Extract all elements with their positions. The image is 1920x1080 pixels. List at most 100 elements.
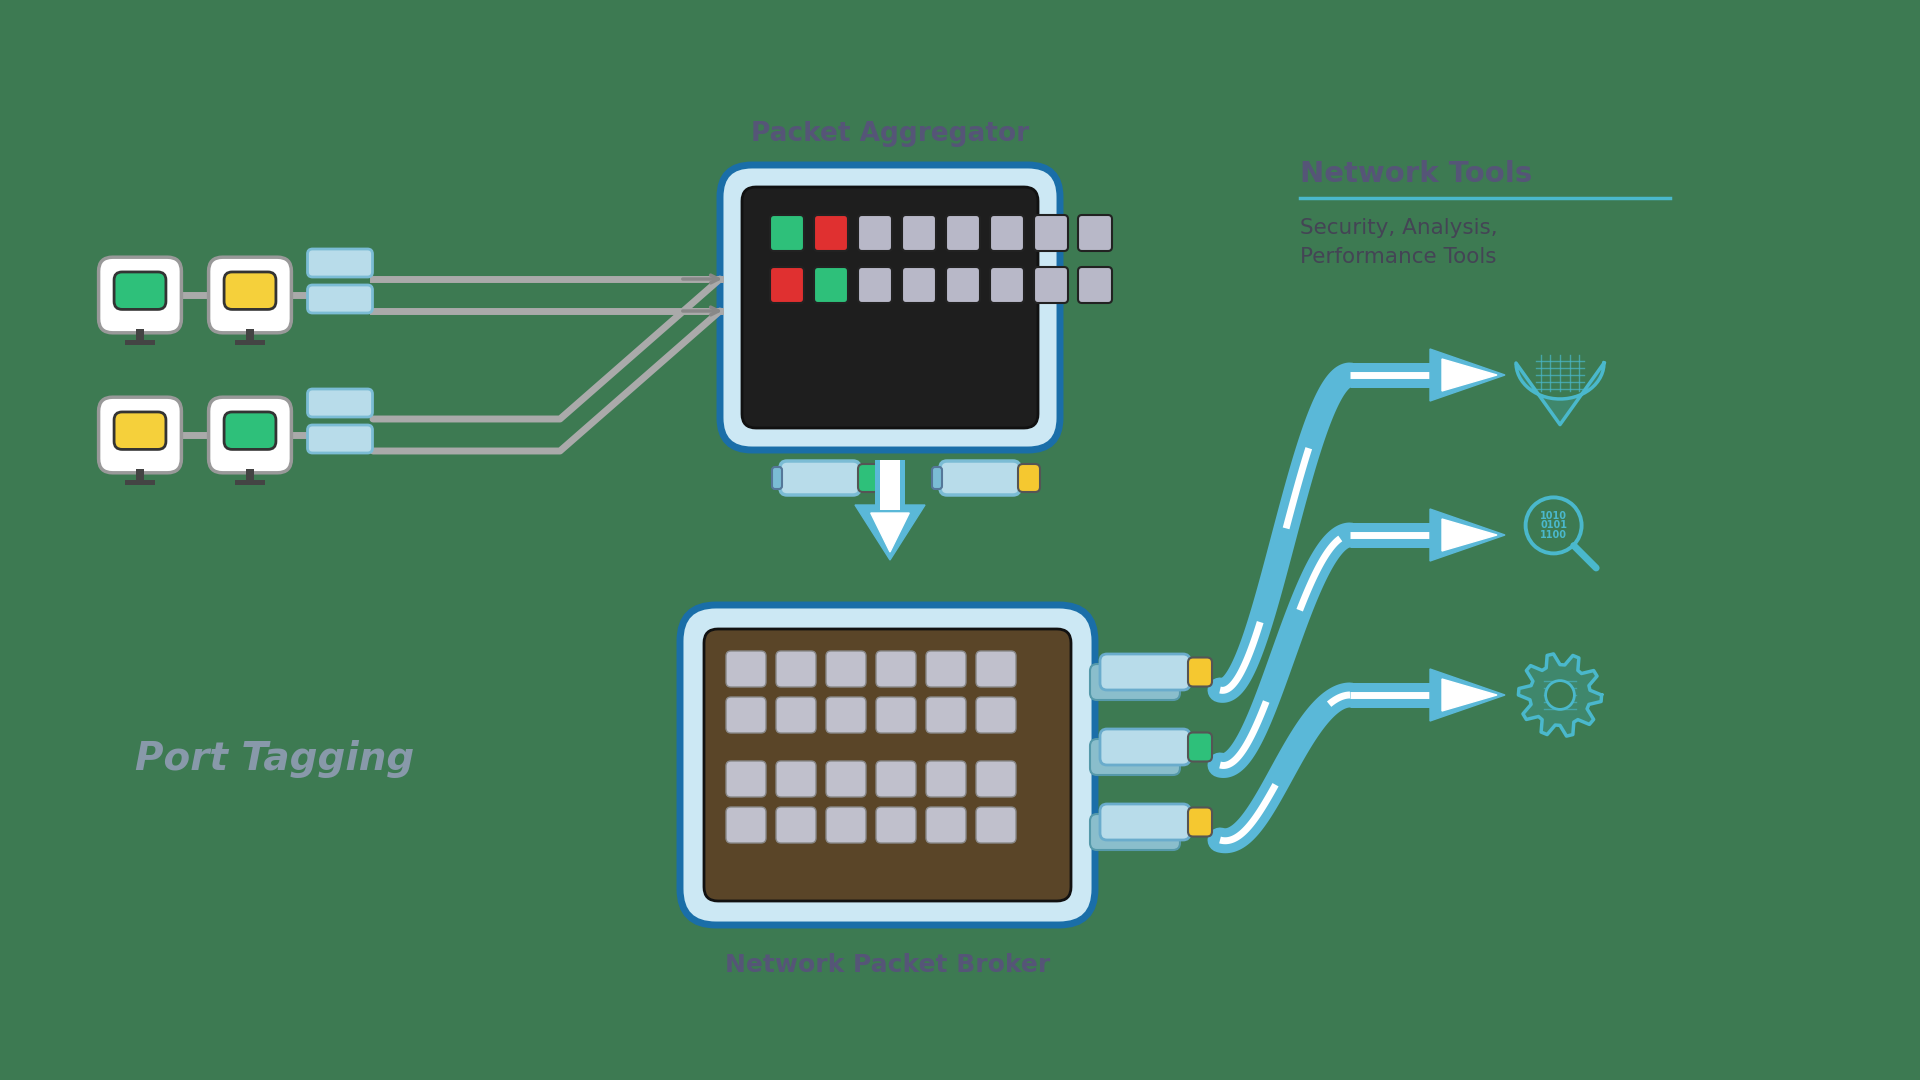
Polygon shape bbox=[1442, 359, 1498, 391]
FancyBboxPatch shape bbox=[1091, 664, 1181, 700]
FancyBboxPatch shape bbox=[991, 267, 1023, 303]
Polygon shape bbox=[1519, 653, 1601, 737]
FancyBboxPatch shape bbox=[925, 807, 966, 843]
FancyBboxPatch shape bbox=[776, 697, 816, 733]
FancyBboxPatch shape bbox=[307, 426, 372, 453]
FancyBboxPatch shape bbox=[307, 249, 372, 276]
FancyBboxPatch shape bbox=[776, 651, 816, 687]
Text: Port Tagging: Port Tagging bbox=[134, 740, 415, 778]
FancyBboxPatch shape bbox=[770, 215, 804, 251]
FancyBboxPatch shape bbox=[1091, 739, 1181, 775]
FancyBboxPatch shape bbox=[225, 411, 276, 449]
Bar bbox=[136, 328, 144, 340]
Bar bbox=[246, 469, 253, 481]
FancyBboxPatch shape bbox=[1077, 267, 1112, 303]
Polygon shape bbox=[1442, 519, 1498, 551]
FancyBboxPatch shape bbox=[858, 215, 893, 251]
Text: Network Packet Broker: Network Packet Broker bbox=[726, 953, 1050, 977]
FancyBboxPatch shape bbox=[858, 464, 879, 492]
FancyBboxPatch shape bbox=[776, 761, 816, 797]
FancyBboxPatch shape bbox=[726, 697, 766, 733]
FancyBboxPatch shape bbox=[1100, 804, 1190, 840]
Text: Packet Aggregator: Packet Aggregator bbox=[751, 121, 1029, 147]
Bar bbox=[125, 481, 156, 485]
Bar bbox=[234, 340, 265, 345]
FancyBboxPatch shape bbox=[225, 272, 276, 309]
FancyBboxPatch shape bbox=[720, 165, 1060, 450]
FancyBboxPatch shape bbox=[876, 807, 916, 843]
FancyBboxPatch shape bbox=[209, 397, 292, 473]
FancyBboxPatch shape bbox=[1100, 654, 1190, 690]
FancyBboxPatch shape bbox=[826, 651, 866, 687]
FancyBboxPatch shape bbox=[925, 761, 966, 797]
FancyBboxPatch shape bbox=[113, 411, 165, 449]
FancyBboxPatch shape bbox=[741, 187, 1039, 428]
FancyBboxPatch shape bbox=[1035, 267, 1068, 303]
FancyBboxPatch shape bbox=[726, 761, 766, 797]
FancyBboxPatch shape bbox=[902, 267, 937, 303]
FancyBboxPatch shape bbox=[1188, 808, 1212, 837]
FancyBboxPatch shape bbox=[975, 697, 1016, 733]
FancyBboxPatch shape bbox=[826, 697, 866, 733]
FancyBboxPatch shape bbox=[98, 397, 180, 473]
Bar bbox=[876, 460, 904, 515]
FancyBboxPatch shape bbox=[209, 257, 292, 333]
FancyBboxPatch shape bbox=[876, 761, 916, 797]
FancyBboxPatch shape bbox=[876, 651, 916, 687]
FancyBboxPatch shape bbox=[307, 389, 372, 417]
FancyBboxPatch shape bbox=[814, 267, 849, 303]
FancyBboxPatch shape bbox=[975, 807, 1016, 843]
Bar bbox=[246, 328, 253, 340]
Bar bbox=[879, 460, 900, 510]
FancyBboxPatch shape bbox=[902, 215, 937, 251]
FancyBboxPatch shape bbox=[1091, 814, 1181, 850]
FancyBboxPatch shape bbox=[1100, 729, 1190, 765]
Text: 1100: 1100 bbox=[1540, 530, 1567, 540]
Circle shape bbox=[1546, 680, 1574, 710]
FancyBboxPatch shape bbox=[925, 697, 966, 733]
Polygon shape bbox=[1430, 669, 1505, 721]
FancyBboxPatch shape bbox=[925, 651, 966, 687]
FancyBboxPatch shape bbox=[941, 461, 1020, 495]
Bar bbox=[136, 469, 144, 481]
FancyBboxPatch shape bbox=[776, 807, 816, 843]
Text: 0101: 0101 bbox=[1540, 521, 1567, 530]
FancyBboxPatch shape bbox=[726, 651, 766, 687]
FancyBboxPatch shape bbox=[947, 215, 979, 251]
FancyBboxPatch shape bbox=[98, 257, 180, 333]
FancyBboxPatch shape bbox=[975, 761, 1016, 797]
Polygon shape bbox=[1442, 679, 1498, 711]
FancyBboxPatch shape bbox=[975, 651, 1016, 687]
FancyBboxPatch shape bbox=[858, 267, 893, 303]
FancyBboxPatch shape bbox=[113, 272, 165, 309]
Text: 1010: 1010 bbox=[1540, 511, 1567, 521]
FancyBboxPatch shape bbox=[1035, 215, 1068, 251]
FancyBboxPatch shape bbox=[770, 267, 804, 303]
FancyBboxPatch shape bbox=[1188, 658, 1212, 687]
Polygon shape bbox=[1517, 363, 1603, 424]
FancyBboxPatch shape bbox=[931, 467, 943, 489]
FancyBboxPatch shape bbox=[1188, 732, 1212, 761]
Polygon shape bbox=[1430, 349, 1505, 401]
Text: Security, Analysis,
Performance Tools: Security, Analysis, Performance Tools bbox=[1300, 218, 1498, 267]
FancyBboxPatch shape bbox=[780, 461, 860, 495]
FancyBboxPatch shape bbox=[826, 807, 866, 843]
FancyBboxPatch shape bbox=[876, 697, 916, 733]
FancyBboxPatch shape bbox=[991, 215, 1023, 251]
Polygon shape bbox=[872, 513, 910, 552]
Bar bbox=[234, 481, 265, 485]
Polygon shape bbox=[854, 505, 925, 561]
FancyBboxPatch shape bbox=[814, 215, 849, 251]
Polygon shape bbox=[1430, 509, 1505, 561]
FancyBboxPatch shape bbox=[726, 807, 766, 843]
FancyBboxPatch shape bbox=[705, 629, 1071, 901]
Text: Network Tools: Network Tools bbox=[1300, 160, 1532, 188]
FancyBboxPatch shape bbox=[680, 605, 1094, 924]
Bar bbox=[125, 340, 156, 345]
FancyBboxPatch shape bbox=[947, 267, 979, 303]
FancyBboxPatch shape bbox=[1018, 464, 1041, 492]
FancyBboxPatch shape bbox=[826, 761, 866, 797]
FancyBboxPatch shape bbox=[307, 285, 372, 313]
FancyBboxPatch shape bbox=[1077, 215, 1112, 251]
FancyBboxPatch shape bbox=[772, 467, 781, 489]
